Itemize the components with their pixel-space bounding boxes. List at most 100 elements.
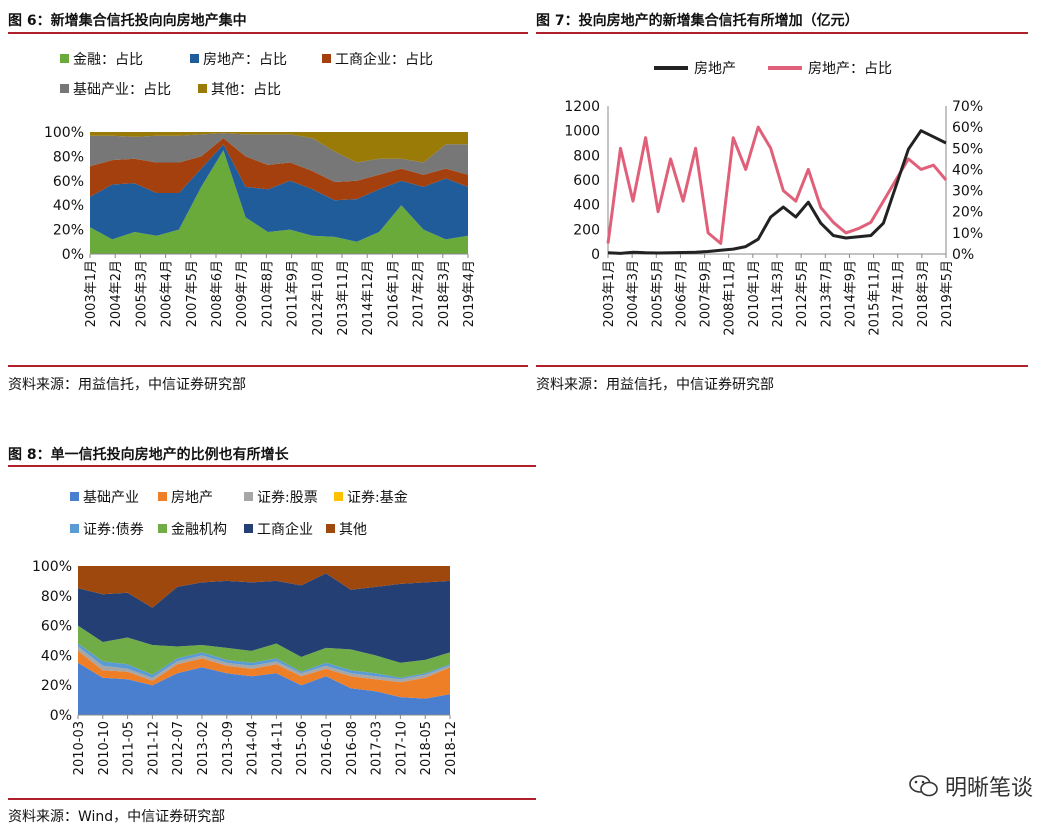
fig6-source: 资料来源：用益信托，中信证券研究部 xyxy=(8,377,246,393)
fig8-area-房地产 xyxy=(78,650,450,699)
fig6-xtick-label: 2019年4月 xyxy=(462,260,477,327)
fig8-xtick-label: 2014-04 xyxy=(246,721,261,775)
fig8-xtick-label: 2013-09 xyxy=(221,721,236,775)
fig7-yleft-tick-label: 200 xyxy=(573,222,600,238)
fig7-xtick-label: 2010年1月 xyxy=(747,260,762,327)
fig7-yright-tick-label: 10% xyxy=(952,226,983,242)
fig8-area-工商企业 xyxy=(78,573,450,663)
fig6-area-基础产业-占比 xyxy=(90,133,468,182)
watermark-text: 明晰笔谈 xyxy=(944,776,1033,801)
fig6-legend-swatch-金融-占比 xyxy=(60,54,69,63)
fig8-area-基础产业 xyxy=(78,662,450,715)
fig6-legend-swatch-基础产业-占比 xyxy=(60,84,69,93)
fig6-title: 图 6：新增集合信托投向向房地产集中 xyxy=(8,13,247,29)
fig8-ytick-label: 60% xyxy=(41,619,72,635)
fig7-source: 资料来源：用益信托，中信证券研究部 xyxy=(536,377,774,393)
fig7-yleft-tick-label: 600 xyxy=(573,173,600,189)
fig7-xtick-label: 2008年11月 xyxy=(723,260,738,336)
fig7-xtick-label: 2013年7月 xyxy=(819,260,834,327)
fig7-panel: 图 7：投向房地产的新增集合信托有所增加（亿元） 房地产 房地产：占比 0 200 40… xyxy=(536,0,1028,400)
fig8-xtick-label: 2016-01 xyxy=(320,721,335,775)
fig8-ytick-label: 20% xyxy=(41,678,72,694)
fig7-yright-tick-label: 50% xyxy=(952,141,983,157)
fig6-ytick-label: 20% xyxy=(53,223,84,239)
fig8-ytick-label: 100% xyxy=(32,559,72,575)
fig7-xtick-label: 2012年5月 xyxy=(795,260,810,327)
fig6-ytick-label: 100% xyxy=(44,125,84,141)
fig7-yleft-tick-label: 400 xyxy=(573,198,600,214)
fig6-xtick-label: 2006年4月 xyxy=(160,260,175,327)
fig6-legend-label-金融-占比: 金融：占比 xyxy=(73,52,143,68)
fig6-legend-label-其他-占比: 其他：占比 xyxy=(211,82,281,98)
fig8-legend-label-其他: 其他 xyxy=(339,522,367,538)
fig7-yleft-tick-label: 1000 xyxy=(564,124,600,140)
fig8-legend-swatch-基础产业 xyxy=(70,492,79,501)
fig8-xtick-label: 2018-05 xyxy=(419,721,434,775)
fig6-xtick-label: 2005年3月 xyxy=(134,260,149,327)
fig6-xtick-label: 2012年10月 xyxy=(311,260,326,336)
fig7-legend-label-房地产: 房地产 xyxy=(694,61,736,77)
fig6-legend-label-基础产业-占比: 基础产业：占比 xyxy=(73,81,171,98)
fig7-xtick-label: 2007年9月 xyxy=(699,260,714,327)
fig8-ytick-label: 40% xyxy=(41,648,72,664)
fig6-ytick-label: 60% xyxy=(53,174,84,190)
fig8-xtick-label: 2018-12 xyxy=(444,721,459,775)
fig8-legend-label-基础产业: 基础产业 xyxy=(83,489,139,506)
fig8-xtick-label: 2016-08 xyxy=(345,721,360,775)
fig7-legend-label-房地产-占比: 房地产：占比 xyxy=(808,61,892,77)
fig8-legend-swatch-证券-基金 xyxy=(334,492,343,501)
fig8-source: 资料来源：Wind，中信证券研究部 xyxy=(8,809,226,825)
fig7-xtick-label: 2003年1月 xyxy=(602,260,617,327)
fig6-xtick-label: 2017年2月 xyxy=(412,260,427,327)
fig6-legend-label-房地产-占比: 房地产：占比 xyxy=(203,52,287,68)
fig6-xtick-label: 2011年9月 xyxy=(286,260,301,327)
fig7-xtick-label: 2011年3月 xyxy=(771,260,786,327)
fig8-area-证券-股票 xyxy=(78,646,450,683)
fig8-title: 图 8：单一信托投向房地产的比例也有所增长 xyxy=(8,447,289,463)
fig6-legend-swatch-其他-占比 xyxy=(198,84,207,93)
fig7-yright-tick-label: 20% xyxy=(952,205,983,221)
fig7-yright-tick-label: 40% xyxy=(952,162,983,178)
fig6-xtick-label: 2010年8月 xyxy=(260,260,275,327)
fig7-chart: 房地产 房地产：占比 0 200 400 600 800 1000 1200 0% 10% 20% 30… xyxy=(564,61,983,336)
fig8-legend-swatch-证券-股票 xyxy=(244,492,253,501)
fig6-xtick-label: 2008年6月 xyxy=(210,260,225,327)
fig8-legend-label-工商企业: 工商企业 xyxy=(257,521,313,538)
fig8-bottom-rule xyxy=(8,798,536,800)
fig6-area-工商企业-占比 xyxy=(90,138,468,201)
fig7-yright-tick-label: 30% xyxy=(952,184,983,200)
fig7-yleft-tick-label: 1200 xyxy=(564,99,600,115)
fig6-legend-swatch-工商企业-占比 xyxy=(322,54,331,63)
fig7-xtick-label: 2017年1月 xyxy=(892,260,907,327)
fig8-xtick-label: 2012-07 xyxy=(171,721,186,775)
fig7-yleft-tick-label: 0 xyxy=(591,247,600,263)
fig6-ytick-label: 40% xyxy=(53,198,84,214)
fig7-yright-tick-label: 60% xyxy=(952,120,983,136)
fig7-xtick-label: 2014年9月 xyxy=(843,260,858,327)
fig8-legend-label-证券-债券: 证券:债券 xyxy=(83,522,144,538)
fig7-line-房地产-占比 xyxy=(606,125,948,245)
fig8-legend-label-房地产: 房地产 xyxy=(171,490,213,506)
fig8-legend-swatch-证券-债券 xyxy=(70,524,79,533)
fig7-yright-tick-label: 0% xyxy=(952,247,974,263)
fig6-bottom-rule xyxy=(8,365,528,367)
fig8-xtick-label: 2013-02 xyxy=(196,721,211,775)
fig8-ytick-label: 80% xyxy=(41,589,72,605)
fig6-xtick-label: 2007年5月 xyxy=(185,260,200,327)
fig7-title: 图 7：投向房地产的新增集合信托有所增加（亿元） xyxy=(536,13,859,29)
fig8-xtick-label: 2010-10 xyxy=(97,721,112,775)
fig6-xtick-label: 2014年12月 xyxy=(361,260,376,336)
fig6-xtick-label: 2003年1月 xyxy=(84,260,99,327)
fig7-yleft-tick-label: 800 xyxy=(573,148,600,164)
fig8-legend-swatch-房地产 xyxy=(158,492,167,501)
fig6-title-rule xyxy=(8,32,528,34)
fig8-xtick-label: 2011-12 xyxy=(146,721,161,775)
fig8-legend-swatch-其他 xyxy=(326,524,335,533)
watermark: 明晰笔谈 xyxy=(909,770,1033,802)
fig7-xtick-label: 2005年5月 xyxy=(650,260,665,327)
fig8-area-其他 xyxy=(78,566,450,608)
fig8-xtick-label: 2011-05 xyxy=(122,721,137,775)
fig6-xtick-label: 2016年1月 xyxy=(386,260,401,327)
